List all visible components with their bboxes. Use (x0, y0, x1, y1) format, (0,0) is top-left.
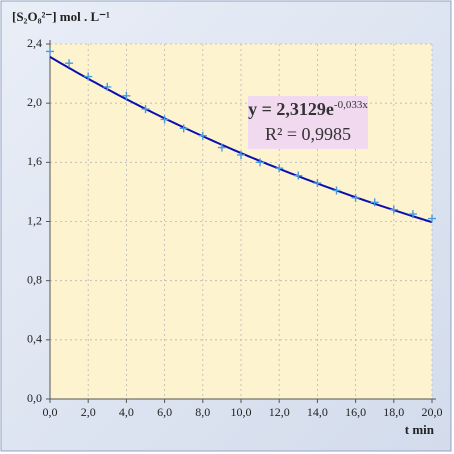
data-point (84, 72, 93, 81)
data-point (141, 105, 150, 114)
data-point (294, 171, 303, 180)
y-tick-label: 1,2 (27, 213, 42, 227)
data-point (217, 143, 226, 152)
x-tick-label: 12,0 (269, 405, 290, 419)
x-tick-label: 10,0 (231, 405, 252, 419)
x-tick-label: 20,0 (422, 405, 443, 419)
x-tick-label: 6,0 (157, 405, 172, 419)
equation: y = 2,3129e (248, 99, 334, 119)
data-point (103, 82, 112, 91)
x-tick-label: 4,0 (119, 405, 134, 419)
r-squared: R² = 0,9985 (265, 124, 351, 144)
equation-exponent: -0,033x (334, 99, 368, 111)
x-tick-label: 0,0 (43, 405, 58, 419)
data-point (179, 124, 188, 133)
y-axis-label: [S₂O₈²⁻] mol . L⁻¹ (12, 9, 110, 24)
data-point (256, 158, 265, 167)
data-point (389, 205, 398, 214)
y-tick-label: 1,6 (27, 154, 42, 168)
data-point (332, 186, 341, 195)
x-tick-label: 2,0 (81, 405, 96, 419)
data-point (160, 115, 169, 124)
y-tick-label: 0,4 (27, 332, 42, 346)
data-point (275, 164, 284, 173)
annotation-box (248, 96, 368, 149)
data-point (237, 150, 245, 159)
data-point (46, 47, 54, 56)
data-point (428, 214, 436, 223)
y-tick-label: 0,0 (27, 391, 42, 405)
x-tick-label: 14,0 (307, 405, 328, 419)
fit-equation: y = 2,3129e-0,033x (248, 99, 368, 120)
y-tick-label: 2,4 (27, 36, 42, 50)
data-point (198, 131, 207, 140)
x-tick-label: 8,0 (195, 405, 210, 419)
x-tick-label: 16,0 (345, 405, 366, 419)
data-point (122, 91, 131, 100)
data-point (65, 59, 74, 68)
x-tick-label: 18,0 (383, 405, 404, 419)
data-point (370, 198, 379, 207)
data-point (313, 179, 322, 188)
data-point (408, 210, 417, 219)
x-axis-label: t min (405, 422, 435, 437)
y-tick-label: 2,0 (27, 95, 42, 109)
data-point (351, 193, 360, 202)
y-tick-label: 0,8 (27, 272, 42, 286)
